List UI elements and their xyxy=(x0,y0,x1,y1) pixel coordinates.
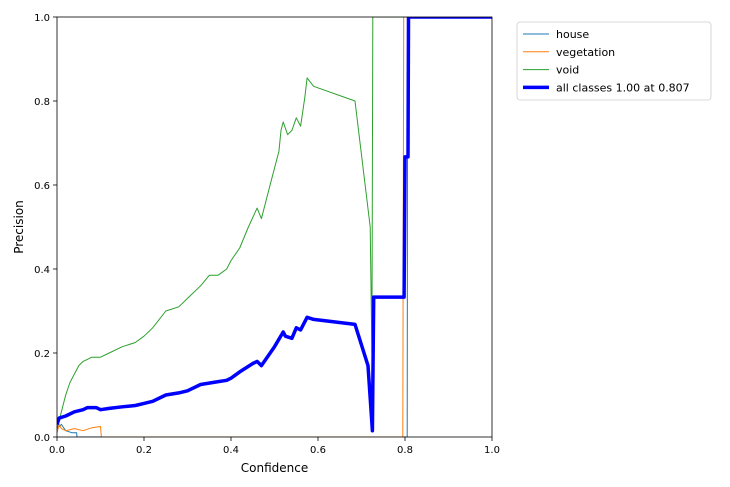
y-tick-label: 1.0 xyxy=(34,13,50,24)
legend-box xyxy=(516,21,712,101)
x-tick-label: 0.2 xyxy=(136,445,152,456)
series-line-vegetation xyxy=(57,17,492,437)
axes: 0.0 0.2 0.4 0.6 0.8 1.0 0.0 0.2 0.4 0.6 0.8 1.0 xyxy=(34,13,500,456)
y-axis-label: Precision xyxy=(12,200,26,254)
y-tick-label: 0.2 xyxy=(34,349,50,360)
x-tick-label: 0.6 xyxy=(310,445,326,456)
y-tick-label: 0.8 xyxy=(34,97,50,108)
series-line-void xyxy=(57,17,492,429)
legend-entry: vegetation xyxy=(556,46,615,59)
legend-entry: house xyxy=(556,28,589,41)
y-tick-label: 0.6 xyxy=(34,181,50,192)
x-tick-label: 0.8 xyxy=(397,445,413,456)
plot-area xyxy=(57,17,492,437)
axes-frame xyxy=(56,16,493,438)
legend: house vegetation void all classes 1.00 at 0… xyxy=(516,21,712,101)
x-tick-label: 0.4 xyxy=(223,445,239,456)
x-axis-label: Confidence xyxy=(241,461,308,475)
x-tick-label: 1.0 xyxy=(484,445,500,456)
series-line-all xyxy=(57,17,492,433)
x-tick-label: 0.0 xyxy=(49,445,65,456)
legend-entry: void xyxy=(556,64,579,77)
y-tick-label: 0.4 xyxy=(34,265,50,276)
legend-entry: all classes 1.00 at 0.807 xyxy=(556,81,690,94)
y-tick-label: 0.0 xyxy=(34,433,50,444)
series-line-house xyxy=(57,17,492,437)
